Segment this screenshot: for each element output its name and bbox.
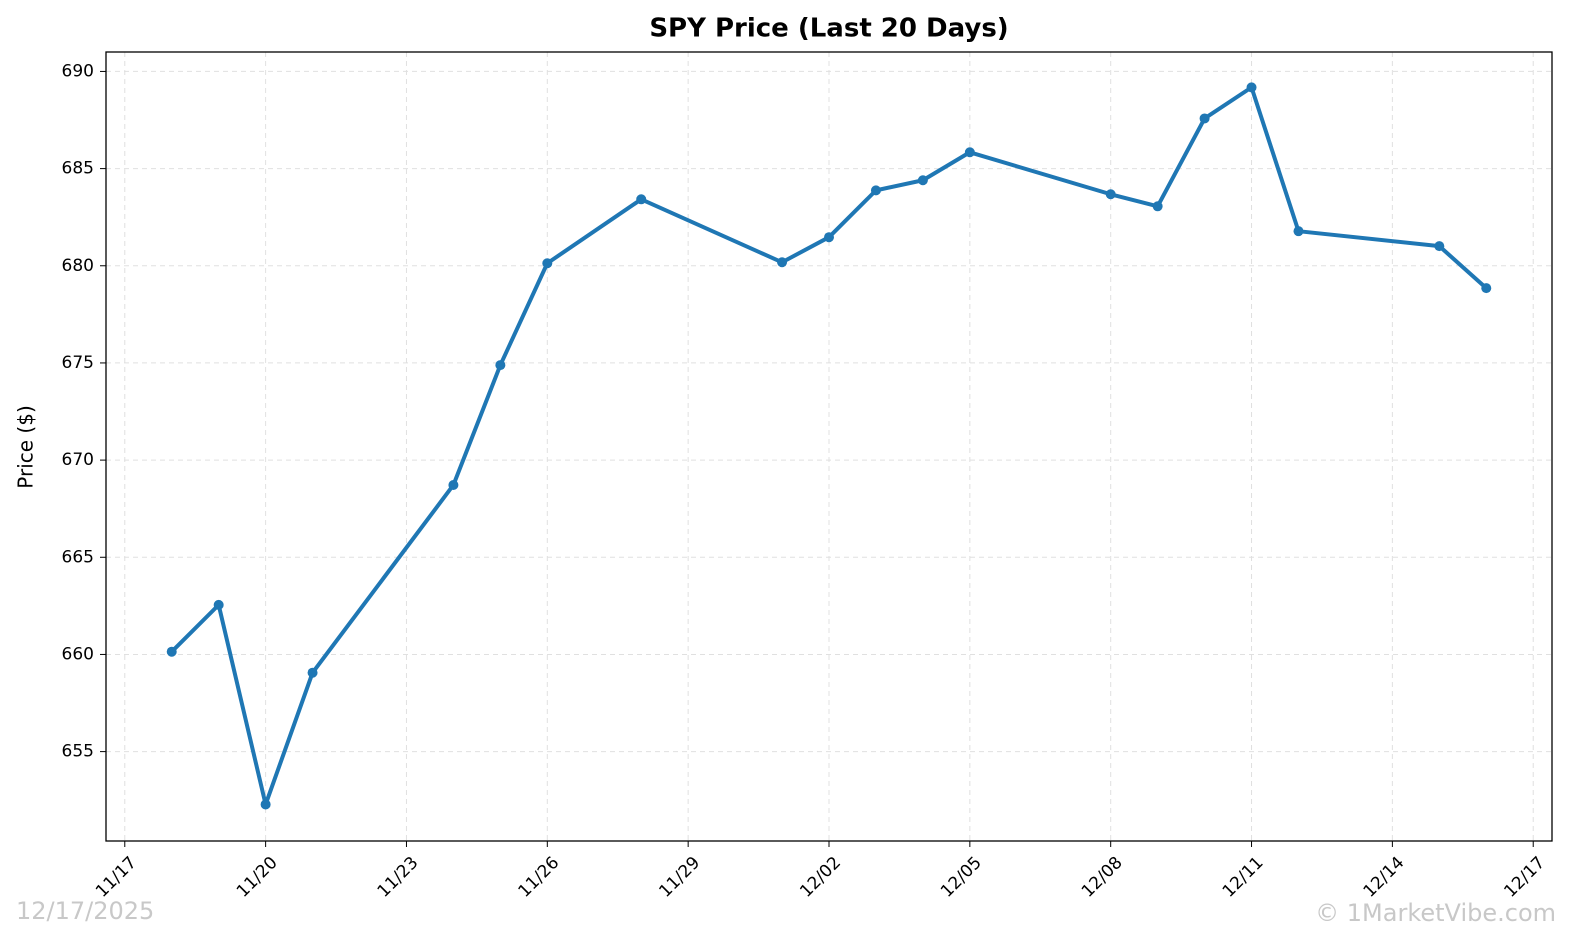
price-point xyxy=(1434,241,1445,252)
price-point xyxy=(870,185,881,196)
x-tick-label: 11/20 xyxy=(233,853,282,902)
x-tick-label: 12/02 xyxy=(796,853,845,902)
y-tick-label: 680 xyxy=(62,256,94,276)
price-point xyxy=(777,257,788,268)
price-point xyxy=(917,175,928,186)
x-tick-label: 11/29 xyxy=(655,853,704,902)
price-point xyxy=(1105,189,1116,200)
price-point xyxy=(542,258,553,269)
price-point xyxy=(166,646,177,657)
y-tick-label: 655 xyxy=(62,742,94,762)
y-tick-label: 670 xyxy=(62,450,94,470)
x-tick-label: 12/08 xyxy=(1078,853,1127,902)
price-point xyxy=(495,360,506,371)
chart-title: SPY Price (Last 20 Days) xyxy=(649,14,1008,44)
x-tick-label: 12/14 xyxy=(1360,853,1409,902)
price-point xyxy=(1293,226,1304,237)
price-point xyxy=(824,232,834,243)
price-point xyxy=(636,194,647,205)
x-tick-label: 11/26 xyxy=(515,853,564,902)
watermark-site: © 1MarketVibe.com xyxy=(1315,899,1556,927)
price-point xyxy=(1152,201,1163,212)
price-point xyxy=(448,479,459,490)
price-point xyxy=(1246,82,1257,93)
x-tick-label: 12/05 xyxy=(937,853,986,902)
x-tick-label: 12/11 xyxy=(1219,853,1268,902)
x-tick-label: 11/23 xyxy=(374,853,423,902)
y-tick-label: 665 xyxy=(62,547,94,567)
price-point xyxy=(213,599,224,610)
price-line xyxy=(170,85,1488,807)
y-tick-label: 690 xyxy=(62,61,94,81)
x-tick-label: 12/17 xyxy=(1500,853,1549,902)
price-point xyxy=(307,667,318,678)
price-point xyxy=(964,147,975,158)
y-tick-label: 660 xyxy=(62,644,94,664)
price-point xyxy=(1481,283,1492,294)
y-axis-label: Price ($) xyxy=(14,405,38,488)
y-tick-label: 675 xyxy=(62,353,94,373)
price-point xyxy=(1199,113,1210,124)
plot-frame xyxy=(105,51,1553,842)
y-tick-label: 685 xyxy=(62,159,94,179)
price-point xyxy=(260,799,271,810)
x-tick-label: 11/17 xyxy=(92,853,141,902)
watermark-date: 12/17/2025 xyxy=(16,897,154,925)
